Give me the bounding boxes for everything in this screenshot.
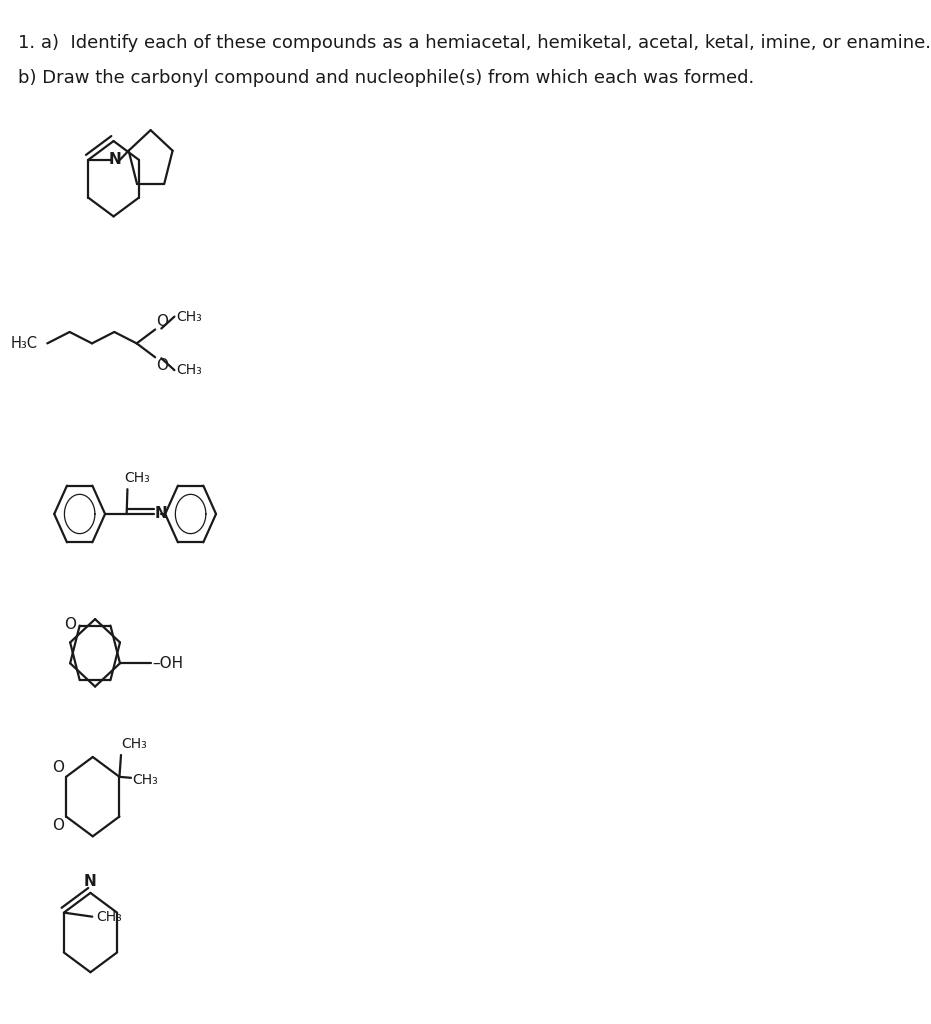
Text: b) Draw the carbonyl compound and nucleophile(s) from which each was formed.: b) Draw the carbonyl compound and nucleo…: [18, 69, 754, 87]
Text: 1. a)  Identify each of these compounds as a hemiacetal, hemiketal, acetal, keta: 1. a) Identify each of these compounds a…: [18, 34, 931, 52]
Text: N: N: [109, 153, 122, 167]
Text: –OH: –OH: [153, 655, 183, 671]
Text: O: O: [155, 358, 168, 374]
Text: CH₃: CH₃: [177, 364, 202, 377]
Text: O: O: [155, 313, 168, 329]
Text: CH₃: CH₃: [121, 737, 147, 751]
Text: N: N: [155, 507, 168, 521]
Text: CH₃: CH₃: [96, 909, 122, 924]
Text: O: O: [64, 617, 76, 632]
Text: O: O: [52, 760, 63, 775]
Text: N: N: [84, 873, 97, 889]
Text: H₃C: H₃C: [10, 336, 37, 351]
Text: CH₃: CH₃: [132, 773, 157, 786]
Text: O: O: [52, 818, 63, 834]
Text: CH₃: CH₃: [177, 309, 202, 324]
Text: CH₃: CH₃: [125, 471, 150, 485]
